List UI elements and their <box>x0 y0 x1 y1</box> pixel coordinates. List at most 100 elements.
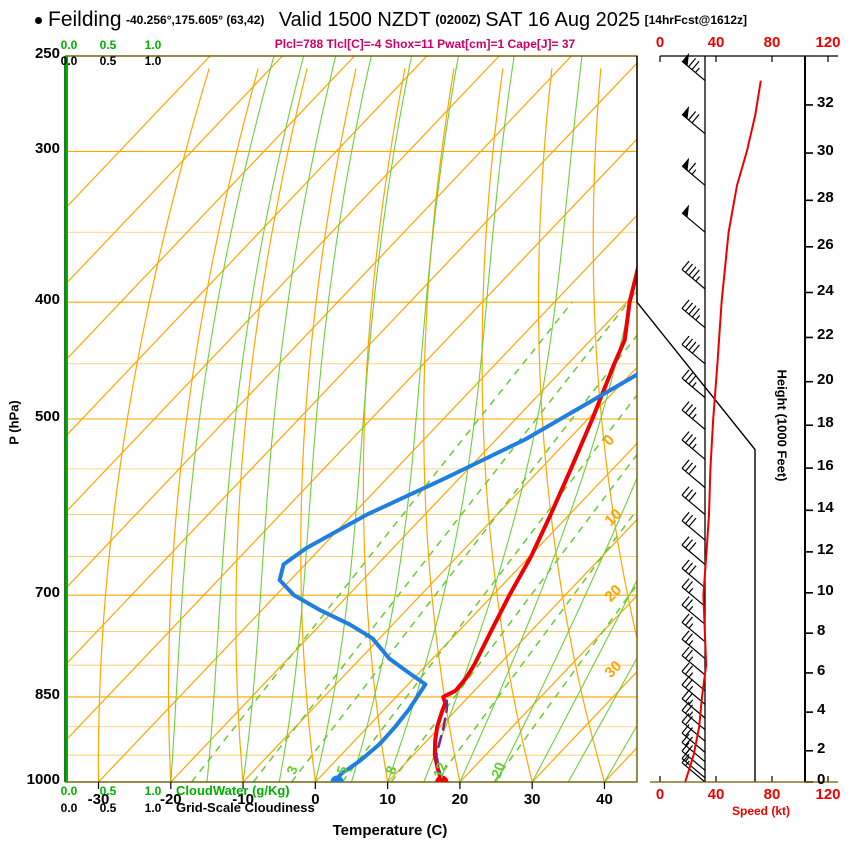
isotherm-line <box>314 442 637 782</box>
height-axis-label: Height (1000 Feet) <box>774 369 790 482</box>
cloudwater-scale-bottom: 1.0 <box>144 784 162 798</box>
isotherm-line <box>170 290 637 782</box>
dry-adiabat-line <box>235 68 308 782</box>
sounding-stats: Plcl=788 Tlcl[C]=-4 Shox=11 Pwat[cm]=1 C… <box>274 37 576 51</box>
temperature-tick-label: -30 <box>87 791 110 808</box>
height-tick-label: 32 <box>817 93 834 111</box>
cloudiness-scale-top: 1.0 <box>144 54 162 68</box>
wind-barb <box>681 613 706 643</box>
moist-adiabat-line <box>387 56 515 782</box>
wind-barb <box>681 630 706 660</box>
isotherm-line <box>66 56 572 589</box>
wind-barb <box>681 511 706 541</box>
wind-barb <box>681 724 706 753</box>
wind-barb <box>681 106 706 135</box>
moist-adiabat-line <box>604 724 637 782</box>
dry-adiabat-line <box>698 68 822 782</box>
wind-barb <box>681 701 706 731</box>
cloudwater-legend-label: CloudWater (g/Kg) <box>176 783 290 798</box>
height-tick-label: 10 <box>817 581 834 599</box>
wind-barb <box>681 401 706 430</box>
temperature-tick-label: 0 <box>311 791 320 808</box>
station-coordinates: -40.256°,175.605° (63,42) <box>126 13 265 27</box>
isotherm-line <box>98 214 637 782</box>
moist-adiabat-line <box>314 56 413 782</box>
moist-adiabat-line <box>567 656 637 782</box>
cloudwater-scale-bottom: 0.0 <box>60 784 78 798</box>
speed-tick-label-bottom: 0 <box>655 786 665 803</box>
dry-adiabat-line <box>300 68 357 782</box>
wind-barb <box>681 536 706 565</box>
mixing-ratio-line <box>493 583 637 782</box>
temperature-tick-label: 40 <box>596 791 613 808</box>
dry-adiabat-line <box>481 68 533 782</box>
cloudiness-scale-bottom: 1.0 <box>144 801 162 815</box>
dry-adiabat-line <box>592 68 637 641</box>
trace-parcel <box>435 698 449 782</box>
isotherm-line <box>66 56 500 513</box>
height-tick-label: 0 <box>817 771 826 788</box>
isotherm-line <box>66 56 355 361</box>
wind-barb <box>681 662 706 692</box>
height-tick-label: 6 <box>817 661 826 679</box>
height-tick-label: 18 <box>817 414 834 432</box>
speed-tick-label-top: 80 <box>763 34 781 51</box>
wind-region-outline <box>636 56 756 782</box>
wind-barb <box>681 369 706 399</box>
pressure-tick-label: 300 <box>34 140 60 158</box>
pressure-tick-label: 1000 <box>26 771 60 788</box>
station-name: Feilding <box>48 8 122 31</box>
pressure-tick-label: 850 <box>34 685 60 703</box>
cloudiness-scale-top: 0.5 <box>99 54 117 68</box>
speed-tick-label-top: 40 <box>707 34 725 51</box>
pressure-tick-label: 500 <box>34 408 60 425</box>
speed-axis-label: Speed (kt) <box>731 804 790 818</box>
wind-barb <box>681 157 706 186</box>
temperature-tick-label: 30 <box>523 791 541 808</box>
dry-adiabat-line <box>423 68 461 782</box>
mixing-ratio-line <box>291 334 637 782</box>
pressure-tick-label: 700 <box>34 584 60 602</box>
height-tick-label: 28 <box>817 189 834 207</box>
speed-tick-label-bottom: 80 <box>763 786 781 803</box>
cloudwater-scale-top: 0.5 <box>99 38 117 52</box>
isotherm-line <box>604 746 637 782</box>
dry-adiabat-line <box>846 68 850 782</box>
height-tick-label: 4 <box>817 701 826 719</box>
mixing-ratio-line <box>252 301 629 782</box>
wind-barb <box>681 459 706 489</box>
isotherm-line <box>66 138 637 742</box>
dry-adiabat-line <box>362 68 406 782</box>
dry-adiabat-line <box>167 68 259 782</box>
wind-barb-column <box>636 52 756 783</box>
wind-barb <box>681 260 706 290</box>
marker-surface-dewpoint <box>330 775 344 782</box>
height-tick-label: 14 <box>817 499 834 517</box>
valid-date: SAT 16 Aug 2025 <box>485 9 641 31</box>
height-tick-label: 30 <box>817 142 834 160</box>
cloudiness-legend-label: Grid-Scale Cloudiness <box>176 800 315 815</box>
wind-barb <box>681 749 706 779</box>
cloudiness-scale-bottom: 0.0 <box>60 801 78 815</box>
grid-group <box>66 56 850 782</box>
wind-barb <box>681 713 706 742</box>
marker-surface-temperature <box>435 775 449 782</box>
wind-barb <box>681 299 706 329</box>
height-tick-label: 20 <box>817 370 834 388</box>
speed-tick-label-top: 0 <box>655 34 665 51</box>
speed-profile-trace <box>684 80 762 783</box>
pressure-axis-label: P (hPa) <box>6 400 22 445</box>
wind-barb <box>681 559 706 589</box>
header: Feilding -40.256°,175.605° (63,42) Valid… <box>0 8 850 38</box>
wind-barb <box>681 486 706 515</box>
moist-adiabat-line <box>170 56 275 782</box>
valid-time-utc: (0200Z) <box>435 12 481 27</box>
trace-temperature <box>432 263 637 782</box>
cloudiness-scale-bottom: 0.5 <box>99 801 117 815</box>
wind-barb <box>681 52 706 82</box>
dry-adiabat-line <box>537 68 606 782</box>
mixing-ratio-line <box>434 508 637 782</box>
temperature-tick-label: -20 <box>159 791 182 808</box>
